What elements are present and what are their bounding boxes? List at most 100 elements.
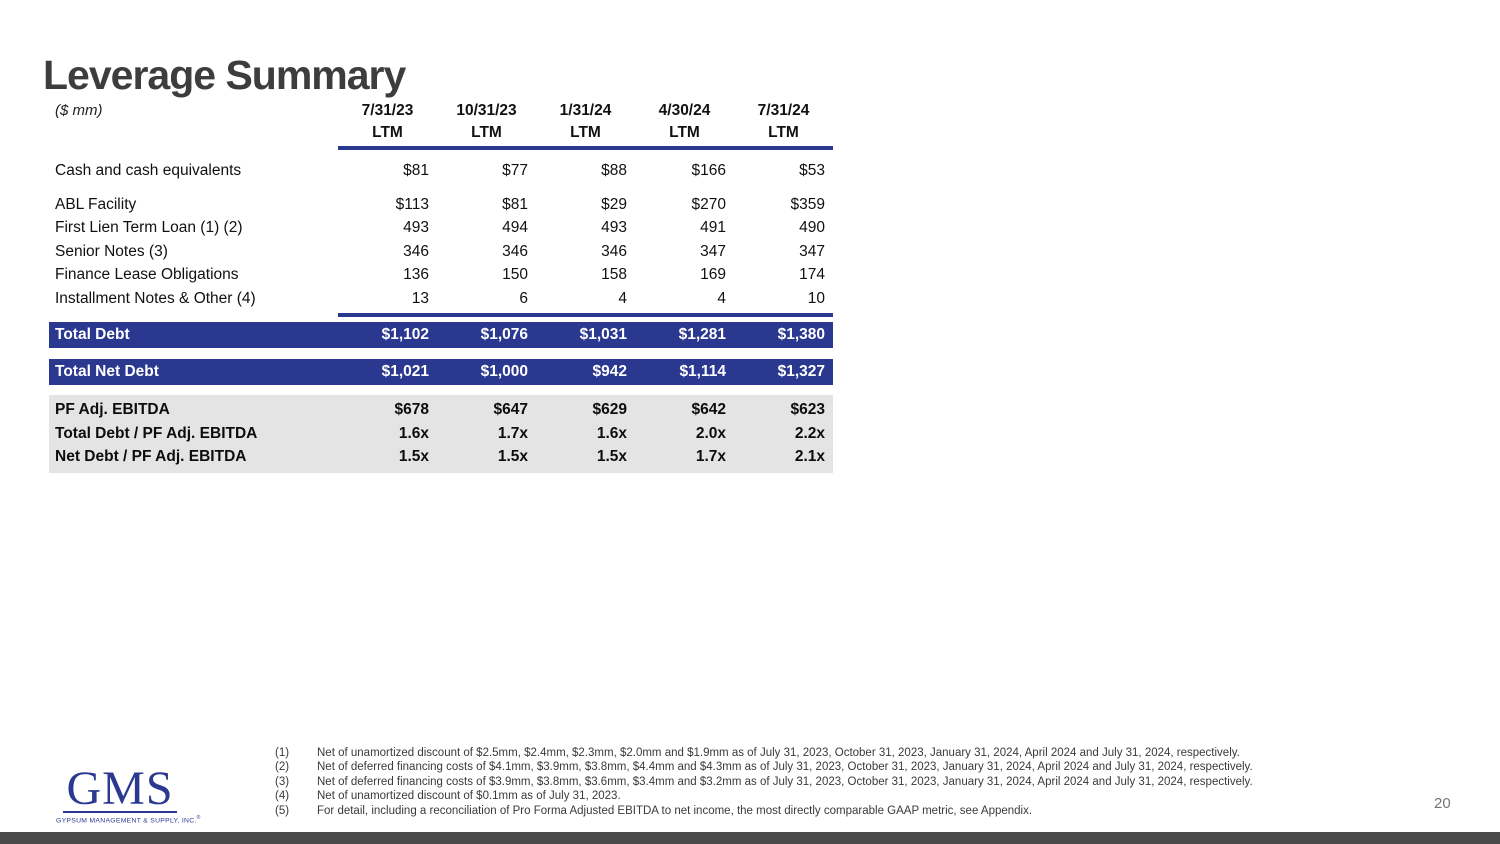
cell-value: 1.7x (497, 424, 528, 442)
cell-value: 347 (700, 242, 726, 260)
cell-value: $270 (691, 195, 726, 213)
column-period: LTM (669, 124, 700, 141)
cell-value: $81 (502, 195, 528, 213)
cash-row: Cash and cash equivalents $81 $77 $88 $166 $5… (49, 159, 833, 182)
cell-value: 4 (717, 289, 726, 307)
cell-value: 1.6x (596, 424, 627, 442)
cell-value: $678 (394, 401, 429, 419)
column-date: 4/30/24 (658, 102, 711, 119)
cell-value: 136 (403, 266, 429, 284)
cell-value: 150 (502, 266, 528, 284)
footnote-text: Net of unamortized discount of $2.5mm, $… (317, 747, 1240, 759)
footnote-number: (5) (275, 804, 290, 817)
bottom-bar (0, 832, 1500, 844)
cell-value: 494 (502, 219, 528, 237)
cell-value: 158 (601, 266, 627, 284)
unit-label-cell: ($ mm) (49, 100, 338, 122)
table-row: First Lien Term Loan (1) (2) 493 494 493 491… (49, 217, 833, 241)
cell-value: 346 (403, 242, 429, 260)
table-row: Finance Lease Obligations 136 150 158 169 174 (49, 264, 833, 288)
cell-value: $81 (403, 161, 429, 179)
gms-logo: GMS GYPSUM MANAGEMENT & SUPPLY, INC.® (56, 765, 200, 825)
cell-value: 1.5x (398, 448, 429, 466)
cell-value: $1,031 (579, 325, 627, 343)
unit-label: ($ mm) (55, 102, 103, 119)
footnote-text: For detail, including a reconciliation o… (317, 804, 1033, 817)
table-header-row: ($ mm) 7/31/23 LTM 10/31/23 LTM 1/31/24 LTM 4/3… (49, 100, 833, 144)
footnote-number: (3) (275, 775, 290, 788)
footnote-row: (5) For detail, including a reconciliatio… (275, 804, 1285, 818)
footnote-row: (4) Net of unamortized discount of $0.1mm… (275, 789, 1285, 803)
metric-row: Total Debt / PF Adj. EBITDA 1.6x 1.7x 1.6x 2… (49, 422, 833, 446)
row-label: First Lien Term Loan (1) (2) (55, 219, 243, 237)
cell-value: $359 (790, 195, 825, 213)
registered-mark: ® (196, 815, 201, 821)
header-underline (338, 146, 833, 150)
cell-value: $1,076 (480, 325, 528, 343)
table-row: Senior Notes (3) 346 346 346 347 347 (49, 240, 833, 264)
row-label: Finance Lease Obligations (55, 266, 239, 284)
gms-logo-text: GMS (63, 765, 177, 813)
footnote-row: (3) Net of deferred financing costs of $3… (275, 775, 1285, 789)
cell-value: $942 (592, 362, 627, 380)
cell-value: 174 (799, 266, 825, 284)
column-header: 7/31/23 LTM (338, 100, 437, 144)
cell-value: $29 (601, 195, 627, 213)
cell-value: $166 (691, 161, 726, 179)
cell-value: 1.5x (497, 448, 528, 466)
column-period: LTM (768, 124, 799, 141)
page-title: Leverage Summary (43, 52, 406, 98)
cell-value: 10 (807, 289, 825, 307)
table-row: Installment Notes & Other (4) 13 6 4 4 10 (49, 287, 833, 311)
column-header: 7/31/24 LTM (734, 100, 833, 144)
cell-value: 493 (403, 219, 429, 237)
metric-row: Net Debt / PF Adj. EBITDA 1.5x 1.5x 1.5x 1.7… (49, 446, 833, 470)
leverage-table: ($ mm) 7/31/23 LTM 10/31/23 LTM 1/31/24 LTM 4/3… (49, 100, 833, 473)
cell-value: 2.2x (794, 424, 825, 442)
cell-value: 2.1x (794, 448, 825, 466)
column-period: LTM (471, 124, 502, 141)
cell-value: $1,380 (777, 325, 825, 343)
gms-logo-subtext: GYPSUM MANAGEMENT & SUPPLY, INC.® (56, 815, 200, 824)
cell-value: $647 (493, 401, 528, 419)
cell-value: 1.5x (596, 448, 627, 466)
cell-value: $1,114 (679, 362, 726, 380)
page-number: 20 (1434, 795, 1451, 812)
column-date: 1/31/24 (559, 102, 612, 119)
footnote-number: (1) (275, 747, 290, 759)
cell-value: 493 (601, 219, 627, 237)
column-header: 10/31/23 LTM (437, 100, 536, 144)
subtotal-underline (338, 312, 833, 317)
footnote-row: (2) Net of deferred financing costs of $4… (275, 760, 1285, 774)
total-net-debt-row: Total Net Debt $1,021 $1,000 $942 $1,114 $1,3… (49, 358, 833, 385)
column-period: LTM (570, 124, 601, 141)
cell-value: $1,102 (381, 325, 429, 343)
cell-value: $77 (502, 161, 528, 179)
row-label: Cash and cash equivalents (55, 161, 242, 179)
cell-value: $113 (395, 195, 429, 213)
row-label: Senior Notes (3) (55, 242, 168, 260)
cell-value: 346 (502, 242, 528, 260)
footnote-text: Net of unamortized discount of $0.1mm as… (317, 790, 621, 803)
cell-value: $1,281 (678, 325, 726, 343)
cell-value: 4 (618, 289, 627, 307)
cell-value: 169 (700, 266, 726, 284)
cell-value: 13 (411, 289, 429, 307)
column-date: 7/31/23 (361, 102, 414, 119)
cell-value: $1,000 (480, 362, 528, 380)
footnote-number: (4) (275, 790, 290, 803)
footnote-number: (2) (275, 761, 290, 774)
cell-value: $1,021 (381, 362, 429, 380)
metric-row: PF Adj. EBITDA $678 $647 $629 $642 $623 (49, 399, 833, 423)
column-header: 1/31/24 LTM (536, 100, 635, 144)
gms-logo-subtitle-text: GYPSUM MANAGEMENT & SUPPLY, INC. (56, 817, 197, 825)
total-debt-row: Total Debt $1,102 $1,076 $1,031 $1,281 $1,380 (49, 321, 833, 348)
cell-value: 346 (601, 242, 627, 260)
row-label: Total Net Debt (55, 362, 159, 380)
cell-value: $53 (799, 161, 825, 179)
row-label: Installment Notes & Other (4) (55, 289, 256, 307)
cell-value: 491 (700, 219, 726, 237)
cell-value: $629 (592, 401, 627, 419)
cell-value: 2.0x (695, 424, 726, 442)
